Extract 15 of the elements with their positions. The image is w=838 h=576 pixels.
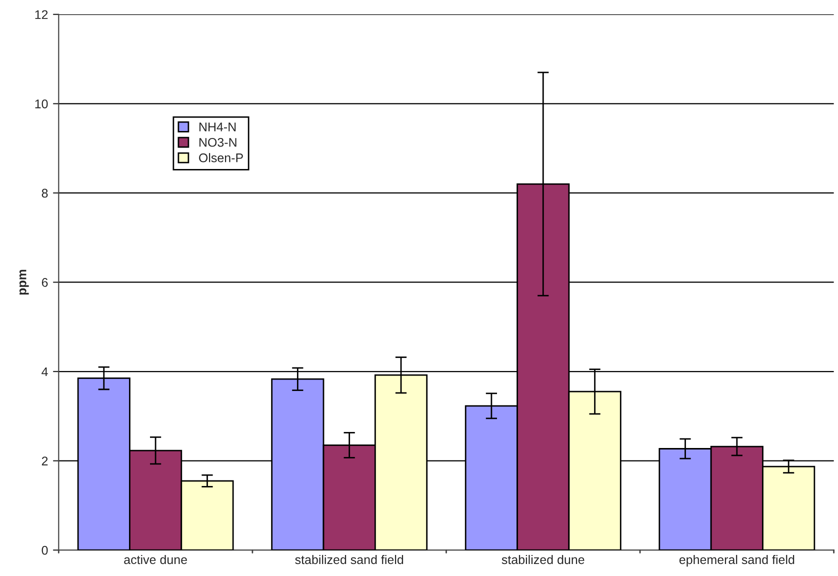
y-tick-label: 10 (35, 99, 48, 108)
y-tick-label: 8 (42, 188, 48, 198)
legend-label: NH4-N (199, 122, 236, 132)
y-tick-label: 12 (35, 10, 48, 19)
y-tick-label: 2 (42, 456, 48, 466)
legend-label: NO3-N (199, 138, 236, 147)
x-tick-label: stabilized dune (502, 554, 584, 564)
x-tick-label: active dune (124, 554, 187, 564)
x-tick-label: ephemeral sand field (679, 554, 794, 567)
y-axis-title: ppm (19, 270, 29, 295)
x-tick-label: stabilized sand field (295, 554, 404, 564)
y-tick-label: 4 (42, 367, 48, 376)
legend-label: Olsen-P (199, 153, 243, 162)
y-tick-label: 6 (42, 278, 48, 287)
y-tick-label: 0 (42, 546, 48, 555)
